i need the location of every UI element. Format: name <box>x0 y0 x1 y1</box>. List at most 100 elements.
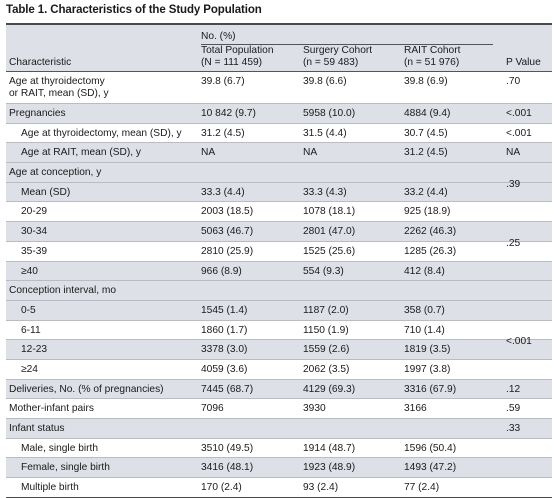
table-row: Age at thyroidectomy or RAIT, mean (SD), … <box>6 72 552 104</box>
rait-cohort-cell: 3166 <box>404 403 427 415</box>
header-total-line1: Total Population <box>201 45 274 56</box>
p-value-cell: .70 <box>506 76 521 87</box>
surgery-cohort-cell: 4129 (69.3) <box>303 383 356 395</box>
rait-cohort-cell: 710 (1.4) <box>404 324 445 336</box>
header-rait-line1: RAIT Cohort <box>404 45 461 56</box>
header-surgery-line2: (n = 59 483) <box>303 57 359 68</box>
table-row: 0-5 1545 (1.4) 1187 (2.0) 358 (0.7) <box>6 300 552 321</box>
total-population-cell: 1860 (1.7) <box>201 324 248 336</box>
table-row: Mean (SD) 33.3 (4.4) 33.3 (4.3) 33.2 (4.4) <box>6 182 552 203</box>
rait-cohort-cell: 412 (8.4) <box>404 265 445 277</box>
rait-cohort-cell: 2262 (46.3) <box>404 226 457 238</box>
p-value-age-groups: .25 <box>506 237 521 249</box>
surgery-cohort-cell: 5958 (10.0) <box>303 108 356 119</box>
total-population-cell: 39.8 (6.7) <box>201 76 245 87</box>
header-characteristic: Characteristic <box>9 57 72 68</box>
table-row: Deliveries, No. (% of pregnancies) 7445 (… <box>6 379 552 400</box>
surgery-cohort-cell: 1525 (25.6) <box>303 245 356 257</box>
surgery-cohort-cell: 1923 (48.9) <box>303 462 356 474</box>
rait-cohort-cell: 925 (18.9) <box>404 206 451 218</box>
surgery-cohort-cell: 31.5 (4.4) <box>303 127 347 139</box>
surgery-cohort-cell: 554 (9.3) <box>303 265 344 277</box>
total-population-cell: 1545 (1.4) <box>201 304 248 316</box>
row-label-line: Age at thyroidectomy <box>9 76 105 87</box>
row-label: Age at thyroidectomy, mean (SD), y <box>21 127 182 139</box>
row-label: 0-5 <box>21 304 36 316</box>
rait-cohort-cell: 4884 (9.4) <box>404 108 451 119</box>
rait-cohort-cell: 39.8 (6.9) <box>404 76 448 87</box>
p-value-cell: <.001 <box>506 108 532 119</box>
total-population-cell: 966 (8.9) <box>201 265 242 277</box>
p-value-conception-interval: <.001 <box>506 336 532 348</box>
table-row: Male, single birth 3510 (49.5) 1914 (48.7)… <box>6 439 552 459</box>
row-label: 30-34 <box>21 226 48 238</box>
row-label: Age at conception, y <box>9 167 102 179</box>
surgery-cohort-cell: 1150 (1.9) <box>303 324 349 336</box>
table-row: 6-11 1860 (1.7) 1150 (1.9) 710 (1.4) <box>6 321 552 341</box>
header-total-line2: (N = 111 459) <box>201 57 263 68</box>
table-row: 35-39 2810 (25.9) 1525 (25.6) 1285 (26.3) <box>6 242 552 262</box>
total-population-cell: 3510 (49.5) <box>201 442 254 454</box>
row-label: Male, single birth <box>21 442 99 454</box>
total-population-cell: 3416 (48.1) <box>201 462 254 474</box>
total-population-cell: 10 842 (9.7) <box>201 108 256 119</box>
surgery-cohort-cell: 2062 (3.5) <box>303 363 350 375</box>
surgery-cohort-cell: NA <box>303 147 318 159</box>
table-row: Age at conception, y <box>6 163 552 183</box>
surgery-cohort-cell: 1559 (2.6) <box>303 344 350 356</box>
total-population-cell: 3378 (3.0) <box>201 344 248 356</box>
header-surgery-line1: Surgery Cohort <box>303 45 373 56</box>
surgery-cohort-cell: 2801 (47.0) <box>303 226 356 238</box>
characteristics-table: No. (%) Characteristic Total Population … <box>6 23 552 498</box>
table-row: Female, single birth 3416 (48.1) 1923 (48.… <box>6 458 552 479</box>
total-population-cell: 7445 (68.7) <box>201 383 254 395</box>
table-row: 20-29 2003 (18.5) 1078 (18.1) 925 (18.9) <box>6 202 552 223</box>
total-population-cell: 2003 (18.5) <box>201 206 254 218</box>
header-rait-line2: (n = 51 976) <box>404 57 460 68</box>
header-total: Total Population (N = 111 459) <box>201 45 274 69</box>
rait-cohort-cell: 1493 (47.2) <box>404 462 457 474</box>
total-population-cell: 170 (2.4) <box>201 482 242 494</box>
table-row: Age at thyroidectomy, mean (SD), y 31.2 (… <box>6 124 552 144</box>
table-row: 12-23 3378 (3.0) 1559 (2.6) 1819 (3.5) <box>6 340 552 360</box>
surgery-cohort-cell: 1078 (18.1) <box>303 206 356 218</box>
rait-cohort-cell: 1596 (50.4) <box>404 442 457 454</box>
rait-cohort-cell: 3316 (67.9) <box>404 383 457 395</box>
total-population-cell: 31.2 (4.5) <box>201 127 245 139</box>
row-label: 6-11 <box>21 324 41 336</box>
row-label: Multiple birth <box>21 482 79 494</box>
header-surgery: Surgery Cohort (n = 59 483) <box>303 45 372 69</box>
row-label: Female, single birth <box>21 462 110 474</box>
table-title: Table 1. Characteristics of the Study Po… <box>6 4 262 16</box>
row-label: ≥24 <box>21 363 38 375</box>
row-label: Age at thyroidectomy or RAIT, mean (SD), … <box>9 76 109 100</box>
surgery-cohort-cell: 3930 <box>303 403 326 415</box>
row-label: 12-23 <box>21 344 48 356</box>
table-row: Conception interval, mo <box>6 281 552 301</box>
surgery-cohort-cell: 93 (2.4) <box>303 482 339 494</box>
table-body: Age at thyroidectomy or RAIT, mean (SD), … <box>6 72 552 498</box>
total-population-cell: 7096 <box>201 403 224 415</box>
header-group-rule <box>201 44 493 45</box>
table-row: 30-34 5063 (46.7) 2801 (47.0) 2262 (46.3) <box>6 222 552 242</box>
row-label: Deliveries, No. (% of pregnancies) <box>9 383 164 395</box>
row-label: ≥40 <box>21 265 38 277</box>
surgery-cohort-cell: 33.3 (4.3) <box>303 186 347 198</box>
rait-cohort-cell: 33.2 (4.4) <box>404 186 448 198</box>
header-group-label: No. (%) <box>201 31 236 42</box>
surgery-cohort-cell: 1187 (2.0) <box>303 304 349 316</box>
table-row: Mother-infant pairs 7096 3930 3166 .59 <box>6 399 552 419</box>
rait-cohort-cell: 30.7 (4.5) <box>404 127 448 139</box>
row-label: Pregnancies <box>9 108 66 119</box>
rait-cohort-cell: 1997 (3.8) <box>404 363 451 375</box>
rait-cohort-cell: 1285 (26.3) <box>404 245 457 257</box>
total-population-cell: 2810 (25.9) <box>201 245 254 257</box>
row-label: Infant status <box>9 423 65 434</box>
rait-cohort-cell: 1819 (3.5) <box>404 344 451 356</box>
page: Table 1. Characteristics of the Study Po… <box>6 4 552 498</box>
total-population-cell: 33.3 (4.4) <box>201 186 245 198</box>
total-population-cell: 5063 (46.7) <box>201 226 254 238</box>
p-value-cell: .12 <box>506 383 521 395</box>
row-label: 20-29 <box>21 206 48 218</box>
surgery-cohort-cell: 1914 (48.7) <box>303 442 356 454</box>
